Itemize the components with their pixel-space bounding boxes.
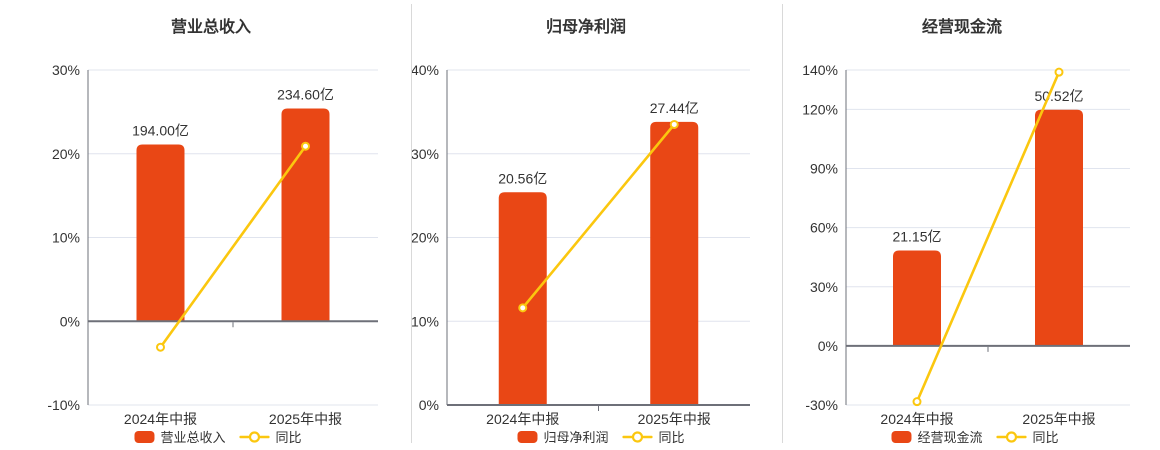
- legend-cash-flow: 经营现金流 同比: [891, 427, 1059, 446]
- yoy-point-2025年中报[interactable]: [1054, 67, 1064, 77]
- chart-2: 0% 10% 20% 30% 40% 20.56亿 2024年中报 27.44亿 2025年中报: [411, 62, 750, 427]
- y-axis-tick-label: 40%: [411, 62, 439, 78]
- yoy-point-2024年中报[interactable]: [912, 397, 922, 407]
- y-axis-tick-label: 20%: [411, 230, 439, 246]
- y-axis-tick-label: 90%: [810, 161, 838, 177]
- line-series-marker-icon: [239, 430, 270, 443]
- legend-label-bar-series: 营业总收入: [160, 430, 226, 445]
- bar-2024年中报[interactable]: [893, 250, 941, 346]
- chart-1: -10% 0% 10% 20% 30% 194.00亿 2024年中报 234.60亿 2025…: [47, 62, 378, 427]
- y-axis-tick-label: 0%: [818, 338, 838, 354]
- x-axis-label: 2025年中报: [1022, 411, 1095, 427]
- line-series-marker-icon: [622, 430, 653, 443]
- bar-series-swatch-icon: [134, 430, 155, 443]
- y-axis-tick-label: 10%: [411, 313, 439, 329]
- legend-item-bar-series[interactable]: 营业总收入: [134, 427, 226, 446]
- bar-value-label: 27.44亿: [650, 100, 699, 116]
- bar-2024年中报[interactable]: [498, 192, 547, 405]
- bar-value-label: 20.56亿: [498, 170, 547, 186]
- bar-2025年中报[interactable]: [650, 121, 699, 406]
- chart-title-revenue: 营业总收入: [170, 19, 252, 36]
- legend-net-profit: 归母净利润 同比: [517, 427, 685, 446]
- legend-item-line-series[interactable]: 同比: [996, 427, 1059, 446]
- x-axis-label: 2025年中报: [269, 411, 342, 427]
- y-axis-tick-label: 30%: [810, 279, 838, 295]
- bar-value-label: 234.60亿: [277, 87, 334, 103]
- bar-2024年中报[interactable]: [136, 144, 185, 322]
- bar-2025年中报[interactable]: [1035, 109, 1083, 346]
- legend-item-line-series[interactable]: 同比: [622, 427, 685, 446]
- bar-2025年中报[interactable]: [281, 108, 330, 322]
- y-axis-tick-label: 120%: [802, 101, 838, 117]
- legend-item-line-series[interactable]: 同比: [239, 427, 302, 446]
- y-axis-tick-label: 30%: [52, 62, 80, 78]
- chart-title-net-profit: 归母净利润: [545, 19, 627, 36]
- panel-divider: [782, 4, 783, 443]
- y-axis-tick-label: 10%: [52, 230, 80, 246]
- x-axis-label: 2025年中报: [638, 411, 711, 427]
- bar-value-label: 21.15亿: [892, 229, 941, 245]
- y-axis-tick-label: 0%: [419, 397, 439, 413]
- legend-label-bar-series: 经营现金流: [917, 430, 983, 445]
- yoy-line: [915, 70, 1061, 403]
- line-series-marker-icon: [996, 430, 1027, 443]
- y-axis-tick-label: 0%: [60, 313, 80, 329]
- bar-series-swatch-icon: [891, 430, 912, 443]
- legend-item-bar-series[interactable]: 归母净利润: [517, 427, 609, 446]
- legend-label-line-series: 同比: [658, 430, 685, 445]
- y-axis-tick-label: 60%: [810, 220, 838, 236]
- x-axis-label: 2024年中报: [486, 411, 559, 427]
- yoy-point-2025年中报[interactable]: [669, 119, 679, 129]
- y-axis-tick-label: 30%: [411, 146, 439, 162]
- bar-series-swatch-icon: [517, 430, 538, 443]
- yoy-point-2025年中报[interactable]: [301, 141, 310, 151]
- x-axis-label: 2024年中报: [124, 411, 197, 427]
- legend-label-bar-series: 归母净利润: [543, 430, 609, 445]
- chart-title-cash-flow: 经营现金流: [921, 19, 1003, 36]
- y-axis-tick-label: -30%: [805, 397, 838, 413]
- legend-revenue: 营业总收入 同比: [134, 427, 302, 446]
- y-axis-tick-label: 140%: [802, 62, 838, 78]
- legend-label-line-series: 同比: [275, 430, 302, 445]
- legend-label-line-series: 同比: [1032, 430, 1059, 445]
- panel-divider: [411, 4, 412, 443]
- chart-3: -30% 0% 30% 60% 90% 120% 140% 21.15亿 2024年中报 50.5…: [802, 62, 1130, 427]
- yoy-point-2024年中报[interactable]: [518, 303, 528, 313]
- bar-value-label: 50.52亿: [1034, 88, 1083, 104]
- bar-value-label: 194.00亿: [132, 123, 189, 139]
- yoy-line: [521, 123, 676, 310]
- yoy-line: [159, 144, 307, 349]
- y-axis-tick-label: 20%: [52, 146, 80, 162]
- y-axis-tick-label: -10%: [47, 397, 80, 413]
- x-axis-label: 2024年中报: [880, 411, 953, 427]
- legend-item-bar-series[interactable]: 经营现金流: [891, 427, 983, 446]
- yoy-point-2024年中报[interactable]: [156, 342, 165, 352]
